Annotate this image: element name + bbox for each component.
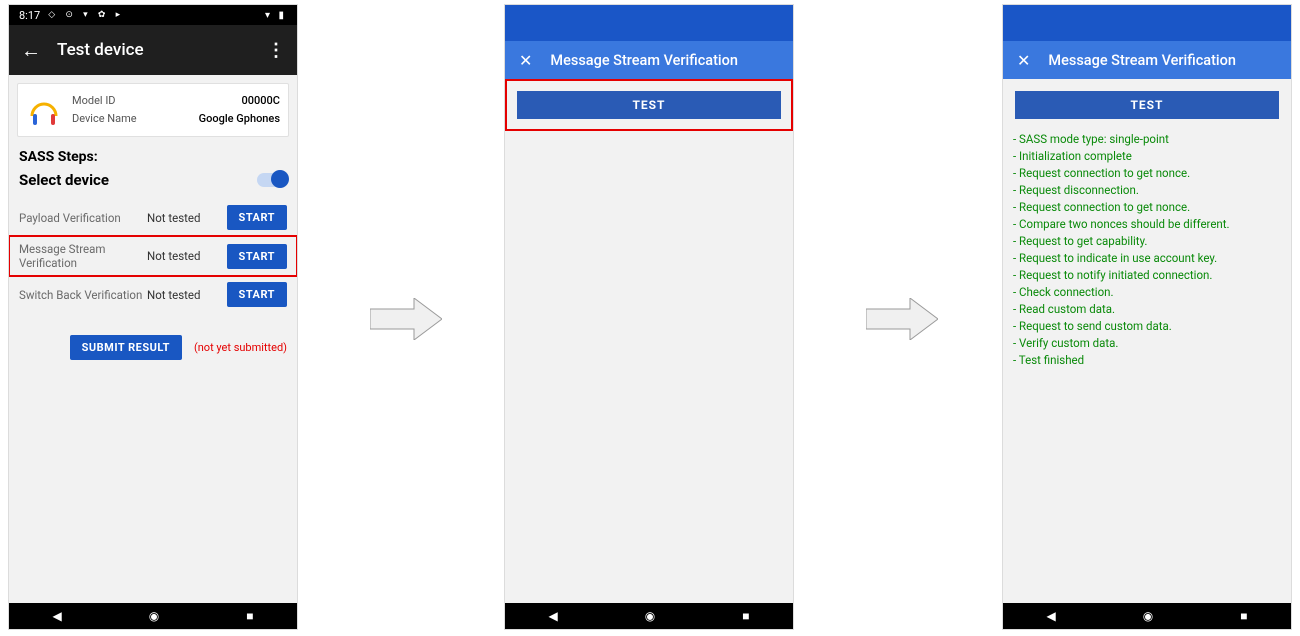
nav-back-icon[interactable]: ◀ [549,609,558,623]
submit-row: SUBMIT RESULT (not yet submitted) [19,335,287,360]
device-name-label: Device Name [72,110,137,128]
select-device-label: Select device [19,171,109,189]
android-nav-bar: ◀ ◉ ■ [1003,603,1291,629]
model-id-value: 00000C [242,92,280,110]
log-line: - Initialization complete [1013,148,1281,165]
phone-msg-stream-log: ✕ Message Stream Verification TEST - SAS… [1002,4,1292,630]
phone-test-device: 8:17 ◇ ⊙ ▾ ✿ ▸ ▾ ▮ ← Test device ⋮ Model… [8,4,298,630]
device-name-value: Google Gphones [199,110,280,128]
step-status: Not tested [147,211,211,225]
sub-bar-title: Message Stream Verification [550,52,738,69]
select-device-row: Select device [19,171,287,189]
app-bar-title: Test device [57,40,267,60]
nav-recent-icon[interactable]: ■ [246,609,253,623]
back-icon[interactable]: ← [21,38,41,63]
step-status: Not tested [147,249,211,263]
start-button[interactable]: START [227,205,287,230]
status-right-icons: ▾ ▮ [265,10,287,21]
flow-arrow [866,298,938,340]
device-rows: Model ID 00000C Device Name Google Gphon… [72,92,280,128]
overflow-icon[interactable]: ⋮ [267,40,285,61]
nav-home-icon[interactable]: ◉ [1143,609,1153,623]
step-row: Switch Back VerificationNot tested START [9,276,297,313]
step-status: Not tested [147,288,211,302]
log-line: - Request disconnection. [1013,182,1281,199]
test-button[interactable]: TEST [1015,91,1279,119]
device-icon [26,92,62,128]
flow-arrow [370,298,442,340]
status-bar: 8:17 ◇ ⊙ ▾ ✿ ▸ ▾ ▮ [9,5,297,25]
status-sys-icons: ◇ ⊙ ▾ ✿ ▸ [48,10,124,20]
steps-list: Payload VerificationNot testedSTARTMessa… [9,199,297,313]
step-name: Switch Back Verification [19,288,147,302]
app-bar: ← Test device ⋮ [9,25,297,75]
submit-note: (not yet submitted) [194,341,287,354]
test-log: - SASS mode type: single-point- Initiali… [1003,131,1291,369]
submit-result-button[interactable]: SUBMIT RESULT [70,335,182,360]
step-row: Payload VerificationNot tested START [9,199,297,236]
test-button-wrap: TEST [505,79,793,131]
start-button[interactable]: START [227,244,287,269]
sub-bar: ✕ Message Stream Verification [1003,41,1291,79]
start-button[interactable]: START [227,282,287,307]
sass-steps-title: SASS Steps: [19,149,287,165]
close-icon[interactable]: ✕ [1017,51,1030,70]
android-nav-bar: ◀ ◉ ■ [505,603,793,629]
nav-home-icon[interactable]: ◉ [149,609,159,623]
close-icon[interactable]: ✕ [519,51,532,70]
test-button-wrap: TEST [1003,79,1291,131]
log-line: - Request to send custom data. [1013,318,1281,335]
log-line: - Request connection to get nonce. [1013,199,1281,216]
step-name: Payload Verification [19,211,147,225]
log-line: - Request connection to get nonce. [1013,165,1281,182]
sub-bar-title: Message Stream Verification [1048,52,1236,69]
nav-back-icon[interactable]: ◀ [53,609,62,623]
nav-home-icon[interactable]: ◉ [645,609,655,623]
log-line: - Test finished [1013,352,1281,369]
log-line: - Request to notify initiated connection… [1013,267,1281,284]
brand-bar [505,5,793,41]
model-id-label: Model ID [72,92,116,110]
log-line: - Compare two nonces should be different… [1013,216,1281,233]
log-line: - SASS mode type: single-point [1013,131,1281,148]
log-line: - Check connection. [1013,284,1281,301]
test-button[interactable]: TEST [517,91,781,119]
nav-recent-icon[interactable]: ■ [1240,609,1247,623]
android-nav-bar: ◀ ◉ ■ [9,603,297,629]
step-name: Message Stream Verification [19,242,147,270]
log-line: - Request to get capability. [1013,233,1281,250]
select-device-toggle[interactable] [257,173,287,187]
sub-bar: ✕ Message Stream Verification [505,41,793,79]
log-line: - Request to indicate in use account key… [1013,250,1281,267]
phone-msg-stream-empty: ✕ Message Stream Verification TEST ◀ ◉ ■ [504,4,794,630]
step-row: Message Stream VerificationNot tested STA… [9,236,297,276]
nav-back-icon[interactable]: ◀ [1047,609,1056,623]
status-time: 8:17 [19,9,40,22]
brand-bar [1003,5,1291,41]
nav-recent-icon[interactable]: ■ [742,609,749,623]
log-line: - Verify custom data. [1013,335,1281,352]
device-card: Model ID 00000C Device Name Google Gphon… [17,83,289,137]
log-line: - Read custom data. [1013,301,1281,318]
